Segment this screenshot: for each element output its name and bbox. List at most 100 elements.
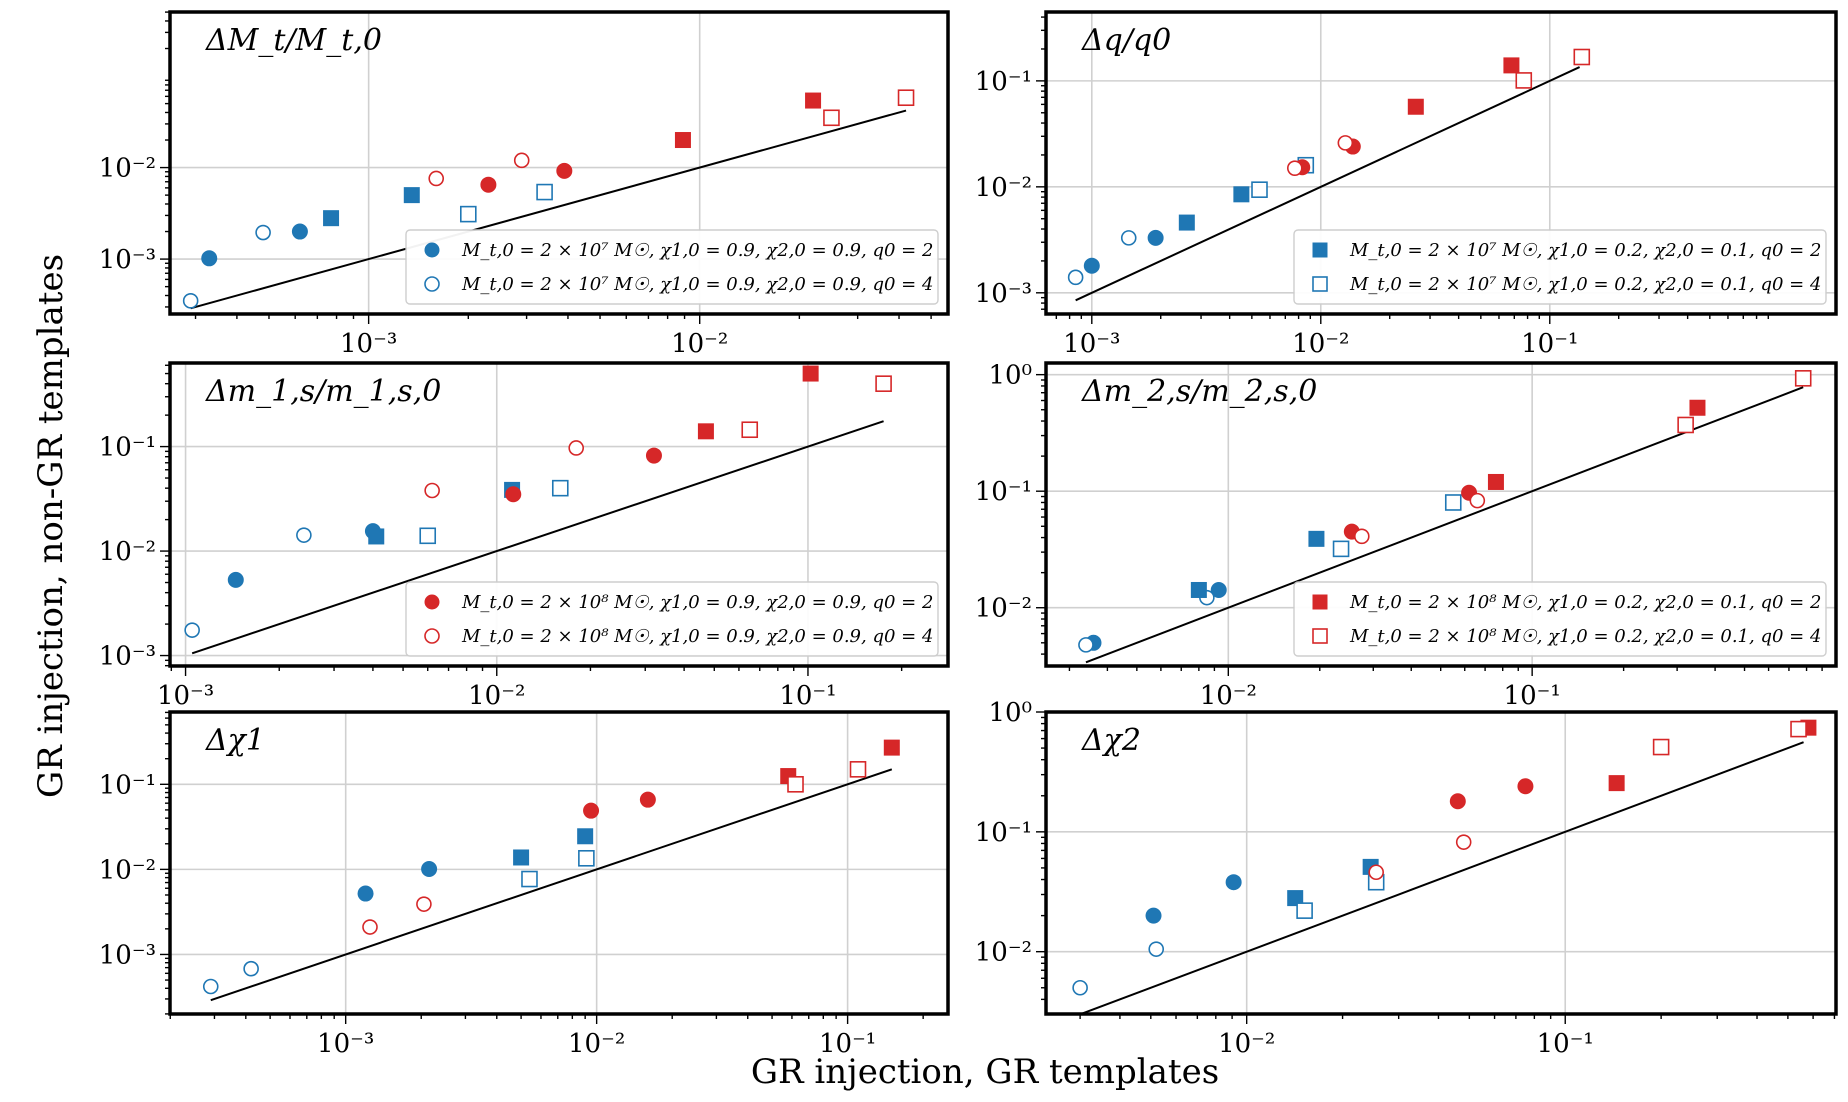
- data-point-red-square-filled: [1608, 775, 1625, 792]
- data-point-red-circle-filled: [1449, 793, 1466, 810]
- data-point-red-square-open: [741, 421, 759, 439]
- legend-label: M_t,0 = 2 × 10⁷ M☉, χ1,0 = 0.9, χ2,0 = 0…: [461, 274, 933, 295]
- data-point-blue-square-open: [1251, 181, 1268, 198]
- panel-1: 10⁻³ 10⁻² 10⁻³ 10⁻² ΔM_t/M_t,0 M_t,0 = 2 × 10…: [99, 10, 950, 359]
- data-point-red-circle-open: [362, 919, 378, 935]
- data-point-red-square-open: [897, 89, 915, 107]
- data-point-blue-square-open: [1444, 494, 1462, 511]
- y-tick-label: 10⁻²: [99, 154, 156, 184]
- figure-xlabel: GR injection, GR templates: [751, 1052, 1219, 1092]
- data-point-blue-square-filled: [1233, 186, 1250, 203]
- data-point-red-square-filled: [805, 92, 822, 109]
- data-point-blue-square-filled: [1190, 581, 1207, 598]
- legend-label: M_t,0 = 2 × 10⁸ M☉, χ1,0 = 0.2, χ2,0 = 0…: [1349, 626, 1821, 647]
- data-point-red-circle-filled: [1517, 778, 1534, 795]
- data-point-red-circle-open: [513, 152, 530, 169]
- x-tick-label: 10⁻²: [568, 1029, 625, 1059]
- legend-label: M_t,0 = 2 × 10⁸ M☉, χ1,0 = 0.2, χ2,0 = 0…: [1349, 592, 1821, 613]
- legend-label: M_t,0 = 2 × 10⁷ M☉, χ1,0 = 0.2, χ2,0 = 0…: [1349, 240, 1821, 261]
- data-point-red-circle-open: [424, 482, 440, 499]
- data-point-blue-circle-filled: [1225, 874, 1242, 891]
- data-point-blue-circle-open: [243, 960, 259, 977]
- legend-marker: [1312, 276, 1328, 292]
- panel-title: Δm_2,s/m_2,s,0: [1081, 374, 1317, 409]
- reference-line: [210, 768, 893, 1002]
- y-tick-label: 10⁻¹: [99, 770, 156, 800]
- data-point-red-circle-open: [428, 170, 445, 187]
- y-tick-label: 10⁻²: [975, 938, 1032, 968]
- x-tick-label: 10⁻²: [1218, 1029, 1275, 1059]
- y-tick-label: 10⁻²: [975, 594, 1032, 624]
- data-point-red-square-filled: [883, 739, 900, 756]
- y-tick-label: 10⁻¹: [975, 477, 1032, 507]
- data-point-blue-square-open: [1296, 902, 1313, 919]
- x-tick-label: 10⁻²: [671, 329, 728, 359]
- x-tick-label: 10⁻¹: [1504, 681, 1561, 711]
- reference-line: [1079, 741, 1804, 1016]
- data-point-blue-circle-open: [255, 224, 271, 241]
- data-point-red-circle-filled: [505, 486, 522, 503]
- reference-line: [190, 109, 907, 310]
- x-tick-label: 10⁻³: [340, 329, 397, 359]
- panel-6: 10⁻² 10⁻¹ 10⁻² 10⁻¹ 10⁰ Δχ2: [975, 698, 1838, 1059]
- data-point-blue-square-filled: [368, 528, 385, 545]
- data-point-blue-square-filled: [1308, 530, 1325, 547]
- data-point-red-square-open: [1573, 48, 1591, 66]
- data-point-blue-circle-open: [1067, 269, 1084, 286]
- panel-5: 10⁻³ 10⁻² 10⁻¹ 10⁻³ 10⁻² 10⁻¹ Δχ1: [99, 710, 950, 1059]
- x-tick-label: 10⁻²: [1200, 681, 1257, 711]
- data-point-blue-circle-open: [1148, 941, 1165, 957]
- data-point-red-square-filled: [697, 423, 714, 440]
- data-point-red-circle-filled: [639, 791, 656, 808]
- data-point-blue-circle-open: [1078, 637, 1094, 653]
- data-point-red-circle-open: [416, 896, 432, 912]
- data-point-blue-square-filled: [1287, 890, 1304, 907]
- data-point-blue-circle-filled: [227, 571, 244, 588]
- data-point-blue-circle-open: [1120, 230, 1137, 246]
- y-tick-label: 10⁰: [988, 698, 1032, 728]
- y-tick-label: 10⁻³: [99, 245, 156, 275]
- data-point-blue-circle-open: [1072, 979, 1088, 996]
- data-point-red-square-open: [1794, 370, 1812, 387]
- panels-group: 10⁻³ 10⁻² 10⁻³ 10⁻² ΔM_t/M_t,0 M_t,0 = 2 × 10…: [99, 10, 1838, 1059]
- data-point-red-circle-open: [568, 440, 585, 456]
- legend-box: [405, 229, 939, 305]
- data-point-blue-circle-filled: [1147, 229, 1164, 246]
- data-point-red-circle-open: [1455, 834, 1472, 850]
- y-tick-label: 10⁻³: [975, 279, 1032, 309]
- data-point-red-circle-open: [1368, 864, 1384, 881]
- reference-line: [191, 420, 884, 655]
- legend-marker: [424, 242, 440, 258]
- panel-title: Δq/q0: [1081, 23, 1171, 58]
- data-point-blue-circle-open: [182, 293, 199, 309]
- data-point-blue-square-open: [459, 205, 477, 223]
- legend-marker: [1312, 628, 1328, 644]
- data-point-red-square-open: [1515, 72, 1533, 89]
- legend-marker: [424, 594, 440, 610]
- data-point-blue-square-filled: [577, 828, 594, 845]
- data-point-blue-square-filled: [513, 849, 530, 866]
- data-point-red-circle-open: [1353, 528, 1370, 545]
- data-point-red-square-open: [849, 761, 867, 778]
- data-point-red-square-open: [1677, 416, 1694, 434]
- panel-title: Δχ2: [1081, 723, 1141, 758]
- x-tick-label: 10⁻²: [1292, 329, 1349, 359]
- panel-title: Δm_1,s/m_1,s,0: [205, 374, 441, 409]
- y-tick-label: 10⁻³: [99, 642, 156, 672]
- y-tick-label: 10⁻¹: [975, 67, 1032, 97]
- x-tick-label: 10⁻¹: [779, 681, 836, 711]
- data-point-red-square-filled: [674, 132, 691, 149]
- data-point-red-square-open: [823, 109, 840, 127]
- axes-frame: [1044, 361, 1838, 668]
- data-point-blue-square-open: [578, 849, 595, 867]
- legend-marker: [424, 276, 440, 292]
- data-point-red-square-filled: [1503, 57, 1520, 74]
- data-point-blue-circle-filled: [201, 250, 218, 267]
- data-point-red-square-open: [1790, 720, 1807, 738]
- x-tick-label: 10⁻¹: [819, 1029, 876, 1059]
- data-point-red-circle-open: [1286, 160, 1303, 176]
- legend-box: [405, 581, 939, 657]
- x-tick-label: 10⁻³: [317, 1029, 374, 1059]
- axes-frame: [168, 361, 950, 668]
